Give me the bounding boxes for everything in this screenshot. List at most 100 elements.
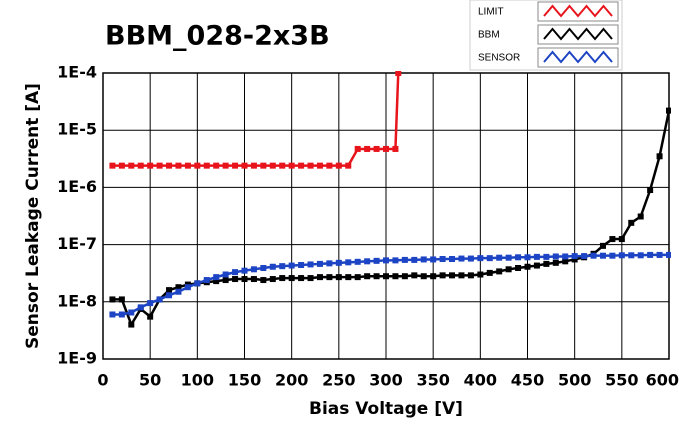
point-marker — [666, 251, 671, 258]
point-marker — [166, 287, 173, 294]
point-marker — [222, 277, 229, 284]
point-marker — [477, 255, 484, 262]
point-marker — [326, 260, 333, 267]
point-marker — [241, 162, 248, 169]
point-marker — [147, 162, 154, 169]
point-marker — [467, 255, 474, 262]
point-marker — [590, 252, 597, 259]
point-marker — [279, 263, 286, 270]
plot-border — [102, 72, 670, 360]
point-marker — [109, 162, 116, 169]
y-tick-label: 1E-9 — [57, 349, 97, 368]
legend-swatch — [543, 50, 613, 64]
legend: LIMIT BBM SENSOR — [469, 0, 623, 71]
point-marker — [250, 266, 257, 273]
point-marker — [335, 274, 342, 281]
point-marker — [316, 274, 323, 281]
point-marker — [395, 71, 402, 76]
legend-swatch — [543, 27, 613, 41]
y-tick-label: 1E-5 — [57, 120, 97, 139]
point-marker — [599, 252, 606, 259]
y-tick-label: 1E-7 — [57, 234, 97, 253]
point-marker — [383, 273, 389, 280]
point-marker — [213, 278, 220, 285]
point-marker — [562, 258, 569, 265]
point-marker — [458, 272, 465, 279]
point-marker — [477, 271, 484, 278]
point-marker — [411, 272, 418, 279]
point-marker — [203, 162, 210, 169]
point-marker — [628, 252, 635, 259]
point-marker — [656, 153, 663, 160]
point-marker — [364, 145, 371, 152]
point-marker — [656, 251, 663, 258]
point-marker — [232, 162, 239, 169]
point-marker — [524, 254, 531, 261]
point-marker — [156, 296, 163, 303]
point-marker — [609, 252, 616, 259]
point-marker — [383, 145, 389, 152]
point-marker — [401, 256, 408, 263]
point-marker — [411, 256, 418, 263]
point-marker — [505, 254, 512, 261]
point-marker — [194, 162, 201, 169]
point-marker — [222, 271, 229, 278]
point-marker — [345, 274, 352, 281]
point-marker — [354, 258, 361, 265]
point-marker — [543, 260, 550, 267]
point-marker — [326, 162, 333, 169]
point-marker — [250, 276, 257, 283]
point-marker — [269, 263, 276, 270]
point-marker — [515, 264, 522, 271]
point-marker — [298, 162, 305, 169]
point-marker — [260, 162, 267, 169]
point-marker — [147, 313, 154, 320]
point-marker — [628, 219, 635, 226]
x-tick-label: 550 — [605, 371, 638, 390]
point-marker — [232, 269, 239, 276]
point-marker — [156, 162, 163, 169]
point-marker — [543, 253, 550, 260]
point-marker — [213, 274, 220, 281]
point-marker — [637, 213, 644, 220]
point-marker — [449, 256, 456, 263]
legend-label: LIMIT — [478, 7, 504, 18]
point-marker — [335, 162, 342, 169]
point-marker — [175, 284, 182, 291]
point-marker — [401, 273, 408, 280]
point-marker — [166, 162, 173, 169]
point-marker — [373, 257, 380, 264]
point-marker — [109, 296, 116, 303]
x-tick-label: 150 — [228, 371, 261, 390]
legend-sample-box — [537, 24, 619, 45]
point-marker — [439, 256, 446, 263]
x-tick-label: 400 — [464, 371, 497, 390]
point-marker — [515, 254, 522, 261]
legend-label: BBM — [478, 30, 500, 41]
point-marker — [345, 162, 352, 169]
x-tick-label: 600 — [646, 371, 679, 390]
point-marker — [364, 273, 371, 280]
point-marker — [307, 275, 314, 282]
point-marker — [279, 162, 286, 169]
point-marker — [354, 274, 361, 281]
point-marker — [232, 276, 239, 283]
point-marker — [250, 162, 257, 169]
y-axis-label: Sensor Leakage Current [A] — [23, 83, 43, 349]
point-marker — [203, 277, 210, 284]
point-marker — [458, 255, 465, 262]
point-marker — [345, 259, 352, 266]
point-marker — [269, 276, 276, 283]
point-marker — [109, 311, 116, 318]
point-marker — [241, 276, 248, 283]
x-tick-label: 350 — [416, 371, 449, 390]
legend-swatch — [543, 4, 613, 18]
point-marker — [533, 262, 540, 269]
point-marker — [571, 253, 578, 260]
point-marker — [364, 258, 371, 265]
x-tick-label: 50 — [139, 371, 161, 390]
x-axis-label: Bias Voltage [V] — [309, 399, 463, 419]
point-marker — [552, 253, 559, 260]
